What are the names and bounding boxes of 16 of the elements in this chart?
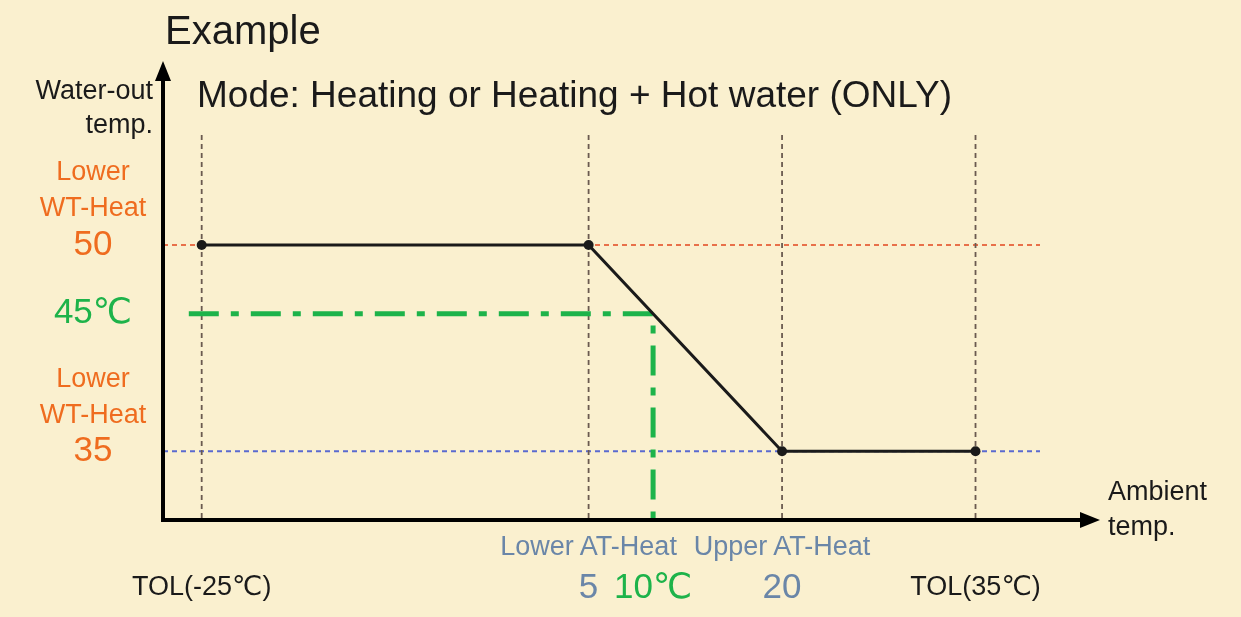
chart-title: Example — [165, 8, 321, 53]
y-tick-label: 45℃ — [53, 291, 133, 331]
x-tick-label: 10℃ — [613, 565, 693, 605]
x-tick-label: TOL(35℃) — [910, 571, 1041, 602]
ref-line-label: Lower WT-Heat — [39, 156, 147, 223]
y-tick-label: 50 — [73, 222, 113, 262]
ref-line-label: Upper AT-Heat — [693, 531, 871, 562]
y-tick-label: 35 — [73, 428, 113, 468]
x-axis-title: Ambient temp. — [1108, 475, 1208, 541]
ref-line-label: Lower AT-Heat — [500, 531, 678, 562]
x-tick-label: TOL(-25℃) — [132, 571, 272, 602]
x-tick-label: 5 — [578, 565, 599, 605]
x-tick-label: 20 — [762, 565, 802, 605]
ref-line-label: Lower WT-Heat — [39, 362, 147, 429]
chart-subtitle: Mode: Heating or Heating + Hot water (ONLY) — [197, 74, 953, 116]
y-axis-title: Water-out temp. — [35, 75, 154, 140]
